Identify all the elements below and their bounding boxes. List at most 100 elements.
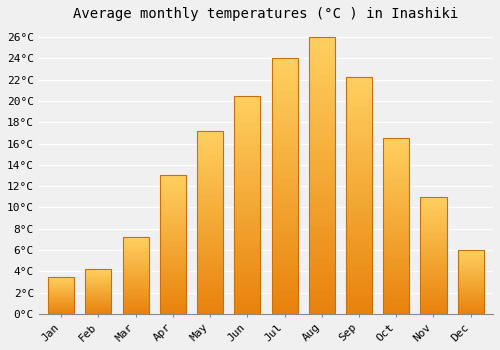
- Bar: [272, 304, 297, 306]
- Bar: [346, 201, 372, 203]
- Bar: [197, 191, 223, 193]
- Bar: [420, 279, 446, 280]
- Bar: [383, 154, 409, 156]
- Bar: [86, 292, 112, 293]
- Bar: [458, 265, 483, 266]
- Bar: [308, 73, 335, 76]
- Bar: [383, 182, 409, 184]
- Bar: [197, 197, 223, 198]
- Bar: [420, 299, 446, 300]
- Bar: [234, 133, 260, 135]
- Bar: [420, 250, 446, 251]
- Bar: [458, 267, 483, 268]
- Bar: [346, 203, 372, 205]
- Bar: [122, 285, 148, 286]
- Bar: [160, 281, 186, 282]
- Bar: [383, 147, 409, 149]
- Bar: [197, 232, 223, 233]
- Bar: [420, 207, 446, 209]
- Bar: [346, 307, 372, 309]
- Bar: [160, 253, 186, 254]
- Bar: [272, 214, 297, 217]
- Bar: [308, 234, 335, 237]
- Bar: [122, 259, 148, 260]
- Bar: [383, 210, 409, 212]
- Bar: [272, 145, 297, 148]
- Bar: [160, 234, 186, 235]
- Bar: [420, 212, 446, 213]
- Bar: [197, 184, 223, 186]
- Bar: [122, 294, 148, 295]
- Bar: [197, 266, 223, 268]
- Bar: [234, 196, 260, 198]
- Bar: [234, 124, 260, 126]
- Bar: [308, 162, 335, 164]
- Bar: [48, 309, 74, 310]
- Bar: [122, 310, 148, 311]
- Bar: [458, 309, 483, 310]
- Bar: [197, 228, 223, 230]
- Bar: [86, 285, 112, 286]
- Bar: [346, 272, 372, 274]
- Bar: [308, 87, 335, 90]
- Bar: [160, 252, 186, 253]
- Bar: [234, 117, 260, 120]
- Bar: [160, 195, 186, 196]
- Bar: [234, 166, 260, 168]
- Bar: [272, 209, 297, 212]
- Bar: [383, 186, 409, 187]
- Bar: [272, 306, 297, 309]
- Bar: [272, 219, 297, 222]
- Bar: [308, 150, 335, 153]
- Bar: [160, 228, 186, 230]
- Bar: [86, 269, 112, 314]
- Bar: [234, 96, 260, 314]
- Bar: [122, 271, 148, 272]
- Bar: [234, 205, 260, 207]
- Bar: [272, 253, 297, 255]
- Bar: [346, 267, 372, 269]
- Bar: [308, 164, 335, 167]
- Bar: [86, 271, 112, 272]
- Bar: [420, 284, 446, 285]
- Bar: [272, 158, 297, 161]
- Bar: [272, 222, 297, 224]
- Bar: [308, 264, 335, 267]
- Bar: [383, 189, 409, 191]
- Bar: [234, 259, 260, 261]
- Bar: [383, 259, 409, 261]
- Bar: [234, 270, 260, 273]
- Bar: [383, 249, 409, 251]
- Bar: [160, 216, 186, 217]
- Bar: [197, 275, 223, 277]
- Bar: [197, 265, 223, 266]
- Bar: [383, 286, 409, 288]
- Bar: [308, 104, 335, 106]
- Bar: [458, 287, 483, 288]
- Bar: [308, 112, 335, 114]
- Bar: [272, 227, 297, 230]
- Bar: [308, 225, 335, 228]
- Bar: [308, 189, 335, 192]
- Bar: [383, 242, 409, 244]
- Bar: [197, 215, 223, 217]
- Bar: [383, 230, 409, 231]
- Bar: [420, 224, 446, 225]
- Bar: [420, 225, 446, 226]
- Bar: [383, 150, 409, 152]
- Bar: [160, 224, 186, 225]
- Bar: [197, 213, 223, 215]
- Bar: [346, 262, 372, 264]
- Bar: [122, 306, 148, 307]
- Bar: [272, 199, 297, 202]
- Bar: [420, 307, 446, 308]
- Bar: [308, 275, 335, 278]
- Bar: [122, 243, 148, 244]
- Bar: [48, 313, 74, 314]
- Bar: [160, 246, 186, 247]
- Bar: [346, 151, 372, 153]
- Bar: [197, 156, 223, 158]
- Bar: [160, 188, 186, 189]
- Bar: [86, 302, 112, 303]
- Bar: [160, 178, 186, 180]
